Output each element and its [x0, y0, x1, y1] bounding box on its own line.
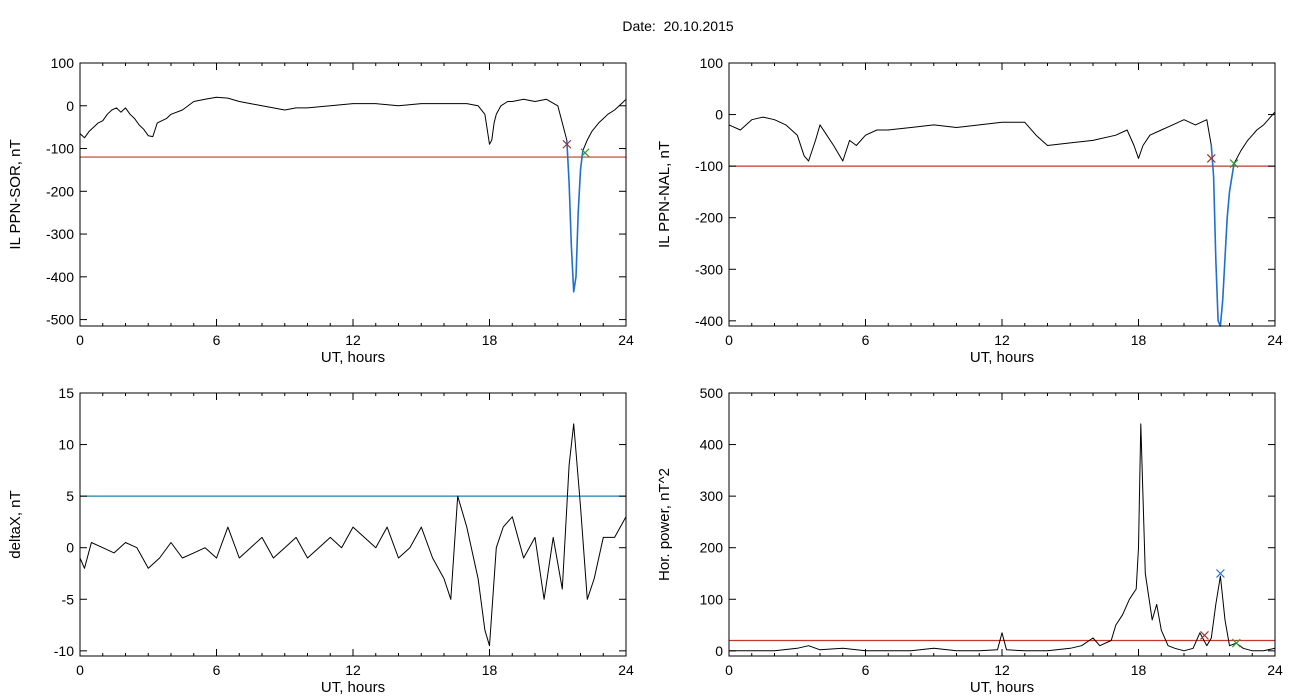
plot-frame — [728, 392, 1276, 657]
plot-frame — [79, 392, 627, 657]
x-tick-label: 24 — [618, 662, 634, 678]
marker-x-1 — [580, 148, 590, 158]
marker-stroke — [1231, 638, 1241, 648]
marker-x-0 — [562, 139, 572, 149]
x-tick-label: 6 — [862, 332, 870, 348]
y-tick-label: 500 — [700, 385, 724, 401]
y-tick-label: 400 — [700, 437, 724, 453]
y-axis-label: IL PPN-SOR, nT — [7, 139, 24, 249]
x-axis-label: UT, hours — [321, 679, 385, 696]
x-tick-label: 0 — [76, 662, 84, 678]
series-line-2 — [566, 139, 584, 293]
series-line-1 — [582, 98, 627, 151]
panel-il-ppn-nal: 0 6 12 18 24 100 0 -100 -200 -300 -400 UT, hours IL … — [656, 55, 1283, 366]
x-tick-label: 18 — [482, 332, 498, 348]
y-tick-label: -5 — [62, 591, 75, 607]
series-line-2 — [1210, 145, 1235, 327]
marker-stroke — [562, 139, 572, 149]
x-tick-label: 6 — [213, 662, 221, 678]
y-tick-label: 0 — [715, 643, 723, 659]
series-line-0 — [729, 423, 1276, 652]
x-tick-label: 18 — [1131, 332, 1147, 348]
x-axis-label: UT, hours — [321, 349, 385, 366]
series-line-0 — [728, 116, 1212, 162]
x-tick-label: 0 — [76, 332, 84, 348]
marker-stroke — [1206, 153, 1216, 163]
y-tick-label: -400 — [695, 313, 723, 329]
y-tick-label: -100 — [695, 158, 723, 174]
marker-stroke — [580, 148, 590, 158]
y-tick-label: 0 — [66, 98, 74, 114]
y-tick-label: -500 — [46, 312, 74, 328]
panel-il-ppn-sor: 0 6 12 18 24 100 0 -100 -200 -300 -400 -500 UT, hour… — [7, 55, 634, 366]
y-tick-label: 100 — [700, 591, 724, 607]
y-tick-label: -10 — [54, 643, 74, 659]
y-tick-label: 15 — [58, 385, 74, 401]
marker-stroke — [1200, 630, 1209, 640]
y-tick-label: -400 — [46, 269, 74, 285]
marker-x-0 — [1206, 153, 1216, 163]
x-tick-label: 18 — [482, 662, 498, 678]
y-tick-label: 300 — [700, 488, 724, 504]
y-tick-label: -100 — [46, 141, 74, 157]
y-tick-label: 200 — [700, 540, 724, 556]
plot-frame — [728, 62, 1276, 327]
marker-x-1 — [1215, 569, 1225, 578]
y-axis-label: deltaX, nT — [7, 490, 24, 558]
marker-stroke — [1229, 159, 1239, 168]
y-tick-label: -200 — [46, 183, 74, 199]
x-tick-label: 12 — [994, 332, 1010, 348]
x-tick-label: 6 — [862, 662, 870, 678]
figure-title: Date: 20.10.2015 — [622, 18, 734, 34]
y-tick-label: 0 — [715, 107, 723, 123]
marker-stroke — [1215, 569, 1225, 578]
y-tick-label: 100 — [51, 55, 75, 71]
panel-deltax: 0 6 12 18 24 15 10 5 0 -5 -10 UT, hours deltaX, nT — [7, 385, 634, 696]
x-axis-label: UT, hours — [970, 349, 1034, 366]
y-axis-label: Hor. power, nT^2 — [656, 468, 673, 581]
y-tick-label: 10 — [58, 437, 74, 453]
plot-frame — [79, 62, 627, 327]
x-tick-label: 6 — [213, 332, 221, 348]
x-tick-label: 24 — [1267, 332, 1283, 348]
x-tick-label: 12 — [345, 662, 361, 678]
x-tick-label: 24 — [1267, 662, 1283, 678]
panel-hor-power: 0 6 12 18 24 500 400 300 200 100 0 UT, hours Hor. po… — [656, 385, 1283, 696]
x-tick-label: 12 — [994, 662, 1010, 678]
y-tick-label: 100 — [700, 55, 724, 71]
y-tick-label: 5 — [66, 488, 74, 504]
y-axis-label: IL PPN-NAL, nT — [656, 141, 673, 248]
x-axis-label: UT, hours — [970, 679, 1034, 696]
series-line-1 — [1233, 111, 1276, 164]
marker-x-2 — [1231, 638, 1241, 648]
x-tick-label: 12 — [345, 332, 361, 348]
y-tick-label: -300 — [695, 261, 723, 277]
y-tick-label: 0 — [66, 540, 74, 556]
y-tick-label: -300 — [46, 226, 74, 242]
x-tick-label: 0 — [725, 662, 733, 678]
series-line-0 — [79, 96, 568, 145]
marker-x-1 — [1229, 159, 1239, 168]
marker-x-0 — [1200, 630, 1209, 640]
x-tick-label: 24 — [618, 332, 634, 348]
x-tick-label: 0 — [725, 332, 733, 348]
series-line-0 — [79, 423, 627, 647]
y-tick-label: -200 — [695, 210, 723, 226]
x-tick-label: 18 — [1131, 662, 1147, 678]
